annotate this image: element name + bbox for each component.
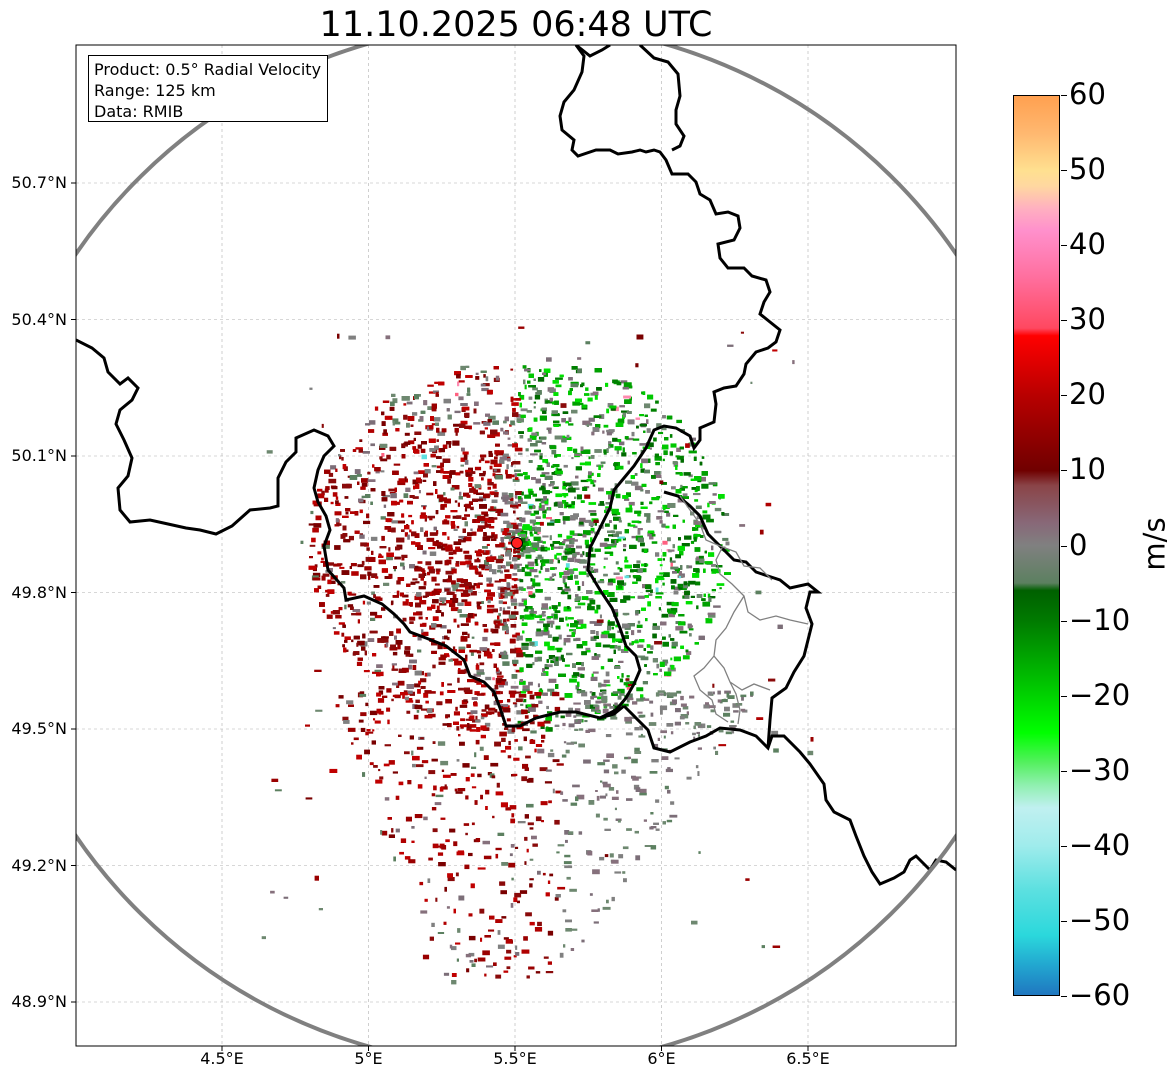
lat-tick-label: 48.9°N <box>11 992 67 1011</box>
lon-tick-label: 6°E <box>647 1049 676 1068</box>
colorbar-tick-mark <box>1061 95 1067 96</box>
colorbar-tick-label: −20 <box>1069 677 1131 712</box>
colorbar-tick-label: 30 <box>1069 302 1106 337</box>
subregion-boundaries <box>679 495 809 725</box>
lat-tick-label: 49.2°N <box>11 855 67 875</box>
lat-tick-label: 50.4°N <box>11 309 67 329</box>
border-luxembourg-east <box>558 45 782 720</box>
data-source-label: Data: RMIB <box>94 102 184 121</box>
colorbar-tick-label: −10 <box>1069 602 1131 637</box>
map-title: 11.10.2025 06:48 UTC <box>319 5 713 45</box>
map-gridlines <box>76 45 956 1046</box>
product-label: Product: 0.5° Radial Velocity <box>94 60 322 79</box>
colorbar-tick-label: 40 <box>1069 227 1106 262</box>
colorbar-unit-label: m/s <box>1137 517 1171 571</box>
border-germany-france-east <box>622 704 956 886</box>
colorbar-tick-label: −50 <box>1069 902 1131 937</box>
axis-ticks <box>71 182 809 1051</box>
lat-tick-label: 50.1°N <box>11 446 67 465</box>
lat-tick-label: 50.7°N <box>11 173 67 192</box>
colorbar-tick-mark <box>1061 695 1067 697</box>
product-info-box: Product: 0.5° Radial Velocity Range: 125… <box>88 55 328 122</box>
colorbar-tick-mark <box>1061 320 1067 322</box>
range-label: Range: 125 km <box>94 81 216 100</box>
lat-tick-label: 49.8°N <box>11 582 67 602</box>
border-germany-north <box>575 45 686 152</box>
colorbar-tick-label: 10 <box>1069 452 1106 487</box>
velocity-echoes <box>261 326 814 985</box>
colorbar-tick-mark <box>1061 470 1067 472</box>
colorbar-tick-mark <box>1061 920 1067 922</box>
lat-tick-label: 49.5°N <box>11 719 67 738</box>
lon-tick-label: 5.5°E <box>493 1049 537 1068</box>
colorbar-tick-label: 60 <box>1069 77 1106 111</box>
lon-tick-label: 5°E <box>354 1049 383 1068</box>
colorbar-tick-label: 50 <box>1069 152 1106 187</box>
colorbar-tick-mark <box>1061 170 1067 172</box>
colorbar-tick-mark <box>1061 245 1067 247</box>
colorbar-tick-mark <box>1061 620 1067 622</box>
colorbar-tick-mark <box>1061 395 1067 397</box>
border-germany-east-lower <box>663 490 823 749</box>
lon-tick-label: 6.5°E <box>786 1049 830 1068</box>
colorbar-tick-label: 0 <box>1069 527 1088 562</box>
colorbar-tick-label: 20 <box>1069 377 1106 412</box>
radar-site-marker <box>511 537 523 549</box>
colorbar-tick-label: −40 <box>1069 827 1131 862</box>
colorbar-tick-mark <box>1061 845 1067 847</box>
border-belgium-france-west <box>76 338 625 728</box>
map-frame <box>75 44 957 1047</box>
colorbar-tick-label: −30 <box>1069 752 1131 787</box>
colorbar-tick-mark <box>1061 996 1067 997</box>
colorbar-tick-mark <box>1061 545 1067 547</box>
colorbar-tick-label: −60 <box>1069 978 1131 1012</box>
velocity-colorbar <box>1013 95 1060 996</box>
colorbar-tick-mark <box>1061 770 1067 772</box>
lon-tick-label: 4.5°E <box>200 1049 244 1068</box>
